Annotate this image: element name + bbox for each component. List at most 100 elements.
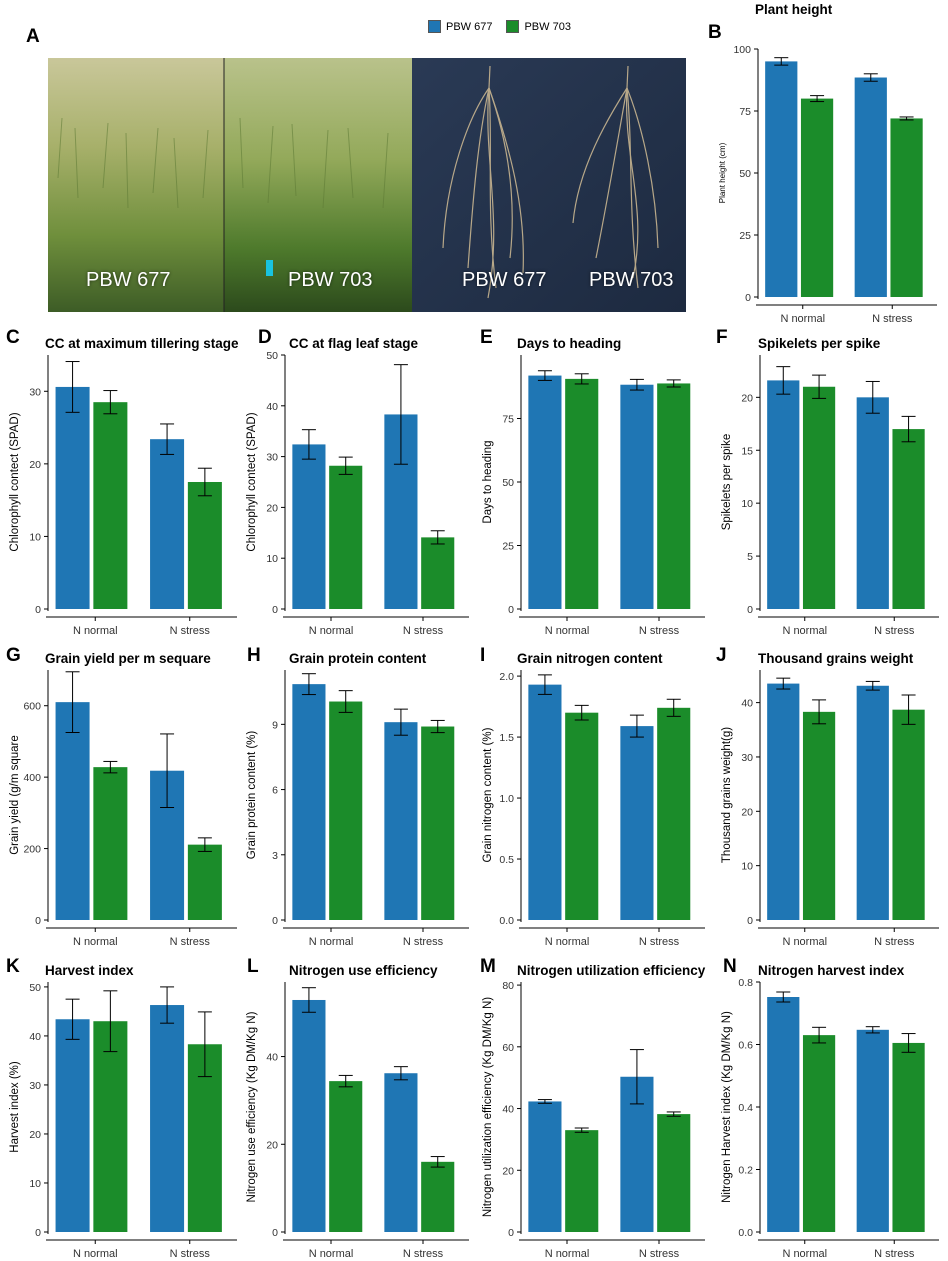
y-axis-label-f: Spikelets per spike (721, 434, 733, 531)
bar-h-pbw703-1 (421, 726, 455, 920)
bar-l-pbw703-1 (421, 1161, 455, 1232)
bar-k-pbw677-1 (150, 1005, 185, 1232)
bar-e-pbw677-0 (528, 375, 562, 609)
y-axis-label-j: Thousand grains weight(g) (721, 727, 733, 863)
y-tick-label-c: 0 (35, 604, 41, 616)
y-tick-label-j: 0 (747, 915, 753, 927)
y-axis-label-b: Plant height (cm) (718, 142, 727, 203)
y-tick-label-g: 200 (23, 844, 41, 856)
y-tick-label-f: 0 (747, 604, 753, 616)
y-tick-label-m: 40 (502, 1104, 514, 1116)
y-tick-label-k: 0 (35, 1227, 41, 1239)
photo-label-2: PBW 703 (288, 269, 373, 291)
x-tick-label-g: N normal (73, 936, 118, 948)
y-tick-label-b: 50 (739, 168, 751, 180)
y-axis-label-e: Days to heading (482, 440, 494, 523)
bar-g-pbw703-1 (187, 844, 222, 920)
chart-title-f: Spikelets per spike (758, 336, 881, 351)
y-axis-label-h: Grain protein content (%) (246, 731, 258, 860)
bar-n-pbw703-1 (892, 1042, 925, 1232)
y-axis-label-k: Harvest index (%) (9, 1061, 21, 1153)
x-tick-label-k: N normal (73, 1248, 118, 1260)
x-tick-label-d: N normal (309, 625, 354, 637)
panel-letter-i: I (480, 645, 485, 666)
chart-title-l: Nitrogen use efficiency (289, 963, 438, 978)
x-tick-label-i: N normal (545, 936, 590, 948)
x-tick-label-c: N stress (170, 625, 211, 637)
bar-j-pbw677-1 (856, 685, 889, 920)
chart-title-k: Harvest index (45, 963, 134, 978)
chart-title-b: Plant height (755, 2, 833, 17)
bar-h-pbw677-0 (292, 684, 326, 920)
y-tick-label-l: 40 (266, 1052, 278, 1064)
y-tick-label-h: 0 (272, 915, 278, 927)
y-tick-label-b: 0 (745, 292, 751, 304)
bar-j-pbw703-0 (802, 711, 836, 920)
panel-letter-k: K (6, 956, 20, 977)
panel-letter-j: J (716, 645, 727, 666)
chart-title-d: CC at flag leaf stage (289, 336, 419, 351)
x-tick-label-b: N normal (780, 313, 825, 325)
y-tick-label-l: 0 (272, 1227, 278, 1239)
chart-title-m: Nitrogen utilization efficiency (517, 963, 706, 978)
x-tick-label-f: N normal (782, 625, 827, 637)
y-tick-label-f: 10 (741, 498, 753, 510)
y-tick-label-d: 10 (266, 553, 278, 565)
x-tick-label-n: N normal (782, 1248, 827, 1260)
chart-title-h: Grain protein content (289, 651, 427, 666)
y-tick-label-d: 30 (266, 452, 278, 464)
legend-item-pbw677: PBW 677 (428, 20, 492, 33)
y-tick-label-i: 0.5 (499, 854, 514, 866)
bar-c-pbw677-1 (150, 439, 185, 609)
x-tick-label-n: N stress (874, 1248, 915, 1260)
bar-f-pbw703-0 (802, 386, 836, 609)
x-tick-label-m: N normal (545, 1248, 590, 1260)
y-tick-label-e: 25 (502, 541, 514, 553)
y-tick-label-i: 1.0 (499, 793, 514, 805)
x-tick-label-h: N stress (403, 936, 444, 948)
legend-swatch-pbw677 (428, 20, 441, 33)
bar-d-pbw677-0 (292, 444, 326, 609)
x-tick-label-g: N stress (170, 936, 211, 948)
chart-title-g: Grain yield per m sequare (45, 651, 211, 666)
bar-k-pbw677-0 (55, 1019, 90, 1232)
y-tick-label-c: 20 (29, 459, 41, 471)
y-axis-label-c: Chlorophyll contect (SPAD) (9, 412, 21, 551)
bar-b-pbw677-1 (854, 77, 887, 298)
x-tick-label-b: N stress (872, 313, 913, 325)
y-tick-label-b: 100 (733, 44, 751, 56)
x-tick-label-d: N stress (403, 625, 444, 637)
bar-f-pbw703-1 (892, 429, 925, 609)
y-axis-label-i: Grain nitrogen content (%) (482, 727, 494, 862)
y-tick-label-i: 2.0 (499, 671, 514, 683)
bar-k-pbw703-0 (93, 1021, 128, 1232)
y-tick-label-k: 50 (29, 982, 41, 994)
bar-f-pbw677-1 (856, 397, 889, 609)
x-tick-label-i: N stress (639, 936, 680, 948)
x-tick-label-e: N normal (545, 625, 590, 637)
bar-g-pbw677-0 (55, 702, 90, 920)
field-and-root-photo (48, 58, 686, 312)
y-tick-label-n: 0.8 (738, 977, 753, 989)
y-tick-label-j: 10 (741, 861, 753, 873)
bar-h-pbw703-0 (329, 701, 363, 920)
panel-letter-f: F (716, 327, 728, 348)
chart-title-c: CC at maximum tillering stage (45, 336, 239, 351)
bar-m-pbw703-0 (565, 1130, 599, 1232)
y-tick-label-e: 50 (502, 477, 514, 489)
y-tick-label-i: 0.0 (499, 915, 514, 927)
bar-m-pbw703-1 (657, 1114, 691, 1232)
panel-letter-h: H (247, 645, 261, 666)
y-tick-label-f: 20 (741, 392, 753, 404)
y-tick-label-h: 6 (272, 785, 278, 797)
field-marker-tag (266, 260, 273, 276)
bar-c-pbw677-0 (55, 386, 90, 609)
y-tick-label-d: 20 (266, 502, 278, 514)
y-tick-label-d: 50 (266, 350, 278, 362)
y-axis-label-d: Chlorophyll contect (SPAD) (246, 412, 258, 551)
y-axis-label-m: Nitrogen utilization efficiency (Kg DM/K… (482, 997, 494, 1217)
y-tick-label-g: 0 (35, 915, 41, 927)
y-tick-label-j: 20 (741, 806, 753, 818)
chart-title-j: Thousand grains weight (758, 651, 914, 666)
